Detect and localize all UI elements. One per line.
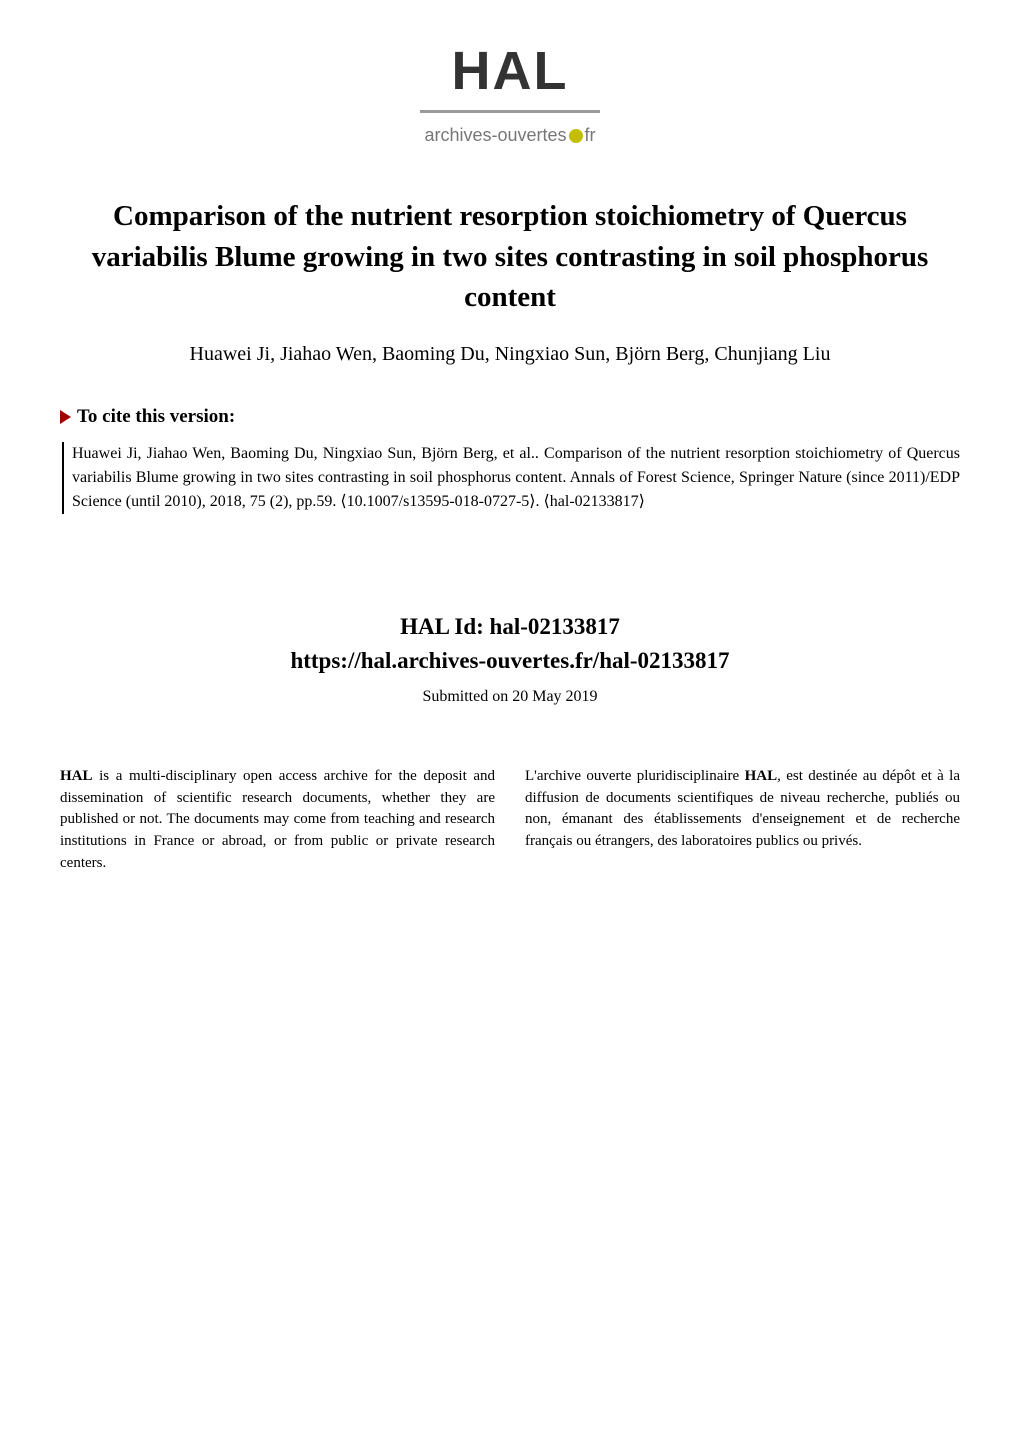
hal-logo-section: HAL archives-ouvertes fr xyxy=(60,40,960,146)
paper-title: Comparison of the nutrient resorption st… xyxy=(60,196,960,318)
hal-logo-subtitle: archives-ouvertes fr xyxy=(420,125,600,146)
citation-text: Huawei Ji, Jiahao Wen, Baoming Du, Ningx… xyxy=(62,442,960,514)
footer-right-column: L'archive ouverte pluridisciplinaire HAL… xyxy=(525,766,960,875)
hal-id-label: HAL Id: hal-02133817 xyxy=(60,614,960,640)
paper-authors: Huawei Ji, Jiahao Wen, Baoming Du, Ningx… xyxy=(60,338,960,370)
hal-url: https://hal.archives-ouvertes.fr/hal-021… xyxy=(60,648,960,674)
submitted-date: Submitted on 20 May 2019 xyxy=(60,688,960,706)
hal-logo-container: HAL archives-ouvertes fr xyxy=(420,40,600,146)
hal-bold-right: HAL xyxy=(745,768,778,784)
footer-columns: HAL is a multi-disciplinary open access … xyxy=(60,766,960,875)
footer-right-text: L'archive ouverte pluridisciplinaire HAL… xyxy=(525,768,960,849)
footer-left-text: is a multi-disciplinary open access arch… xyxy=(60,768,495,871)
hal-logo-divider xyxy=(420,110,600,113)
triangle-icon xyxy=(60,410,71,424)
cite-header-text: To cite this version: xyxy=(77,406,235,427)
logo-dot-icon xyxy=(569,129,583,143)
hal-bold-left: HAL xyxy=(60,768,93,784)
hal-id-section: HAL Id: hal-02133817 xyxy=(60,614,960,640)
logo-subtitle-suffix: fr xyxy=(585,125,596,145)
logo-subtitle-prefix: archives-ouvertes xyxy=(424,125,566,145)
citation-section: To cite this version: Huawei Ji, Jiahao … xyxy=(60,406,960,514)
hal-logo-text: HAL xyxy=(420,40,600,102)
cite-header: To cite this version: xyxy=(60,406,960,428)
footer-left-column: HAL is a multi-disciplinary open access … xyxy=(60,766,495,875)
